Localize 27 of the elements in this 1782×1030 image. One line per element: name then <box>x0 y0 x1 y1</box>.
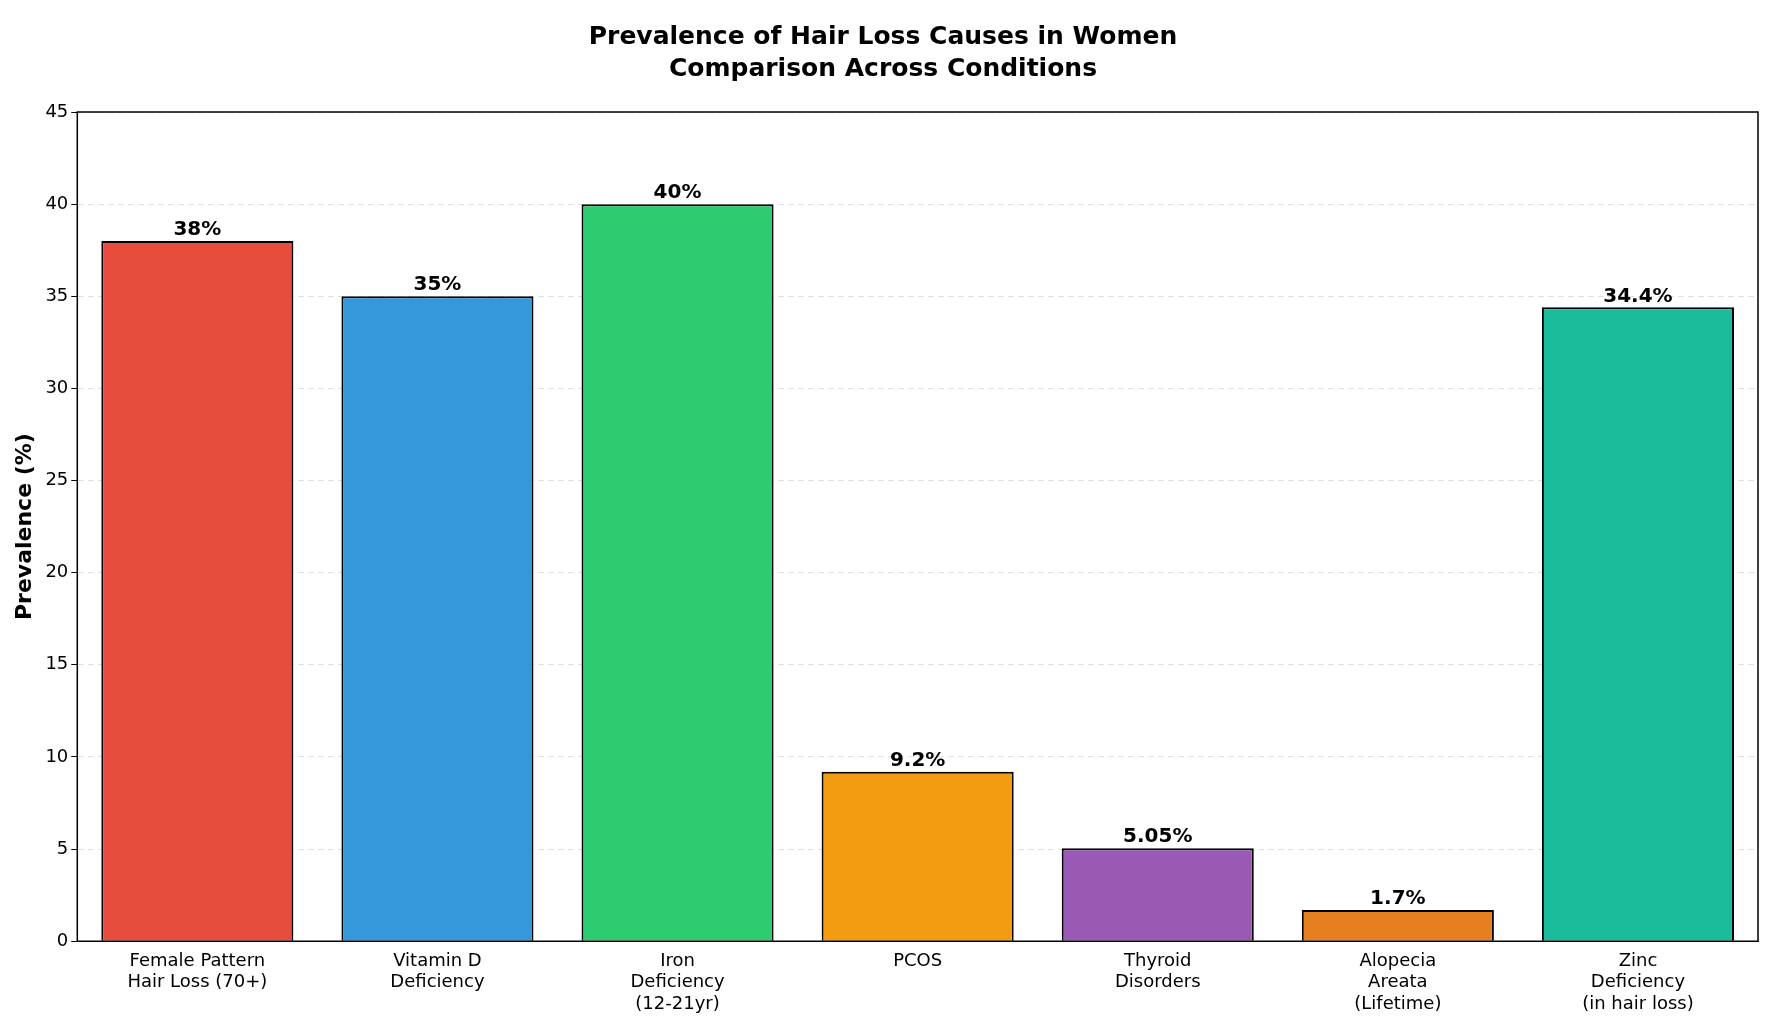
data-label: 1.7% <box>1370 885 1426 910</box>
x-tick-label: Alopecia Areata (Lifetime) <box>1354 948 1442 1013</box>
y-tick-label: 0 <box>56 928 69 950</box>
chart-title: Prevalence of Hair Loss Causes in Women <box>588 20 1178 50</box>
x-tick-label: Thyroid Disorders <box>1114 948 1201 992</box>
y-tick-label: 40 <box>45 191 69 213</box>
x-tick-label: Iron Deficiency (12-21yr) <box>630 948 725 1013</box>
y-tick-label: 15 <box>45 652 69 674</box>
y-tick-label: 45 <box>45 99 69 121</box>
y-tick-label: 5 <box>56 836 69 858</box>
data-label: 40% <box>653 179 702 204</box>
chart-subtitle: Comparison Across Conditions <box>668 52 1098 82</box>
data-label: 38% <box>173 216 222 241</box>
y-tick-label: 20 <box>45 560 69 582</box>
data-label: 35% <box>413 271 462 296</box>
y-tick-label: 10 <box>45 744 69 766</box>
x-tick-label: Female Pattern Hair Loss (70+) <box>127 948 268 992</box>
data-label: 34.4% <box>1603 282 1673 307</box>
data-label: 9.2% <box>889 746 946 771</box>
x-tick-label: Zinc Deficiency (in hair loss) <box>1582 948 1694 1013</box>
y-tick-label: 35 <box>45 283 69 305</box>
y-tick-label: 30 <box>45 376 69 398</box>
x-tick-label: PCOS <box>893 948 943 970</box>
y-tick-label: 25 <box>45 468 69 490</box>
data-label: 5.05% <box>1123 823 1193 848</box>
y-axis-title: Prevalence (%) <box>10 433 36 621</box>
x-tick-label: Vitamin D Deficiency <box>390 948 485 992</box>
